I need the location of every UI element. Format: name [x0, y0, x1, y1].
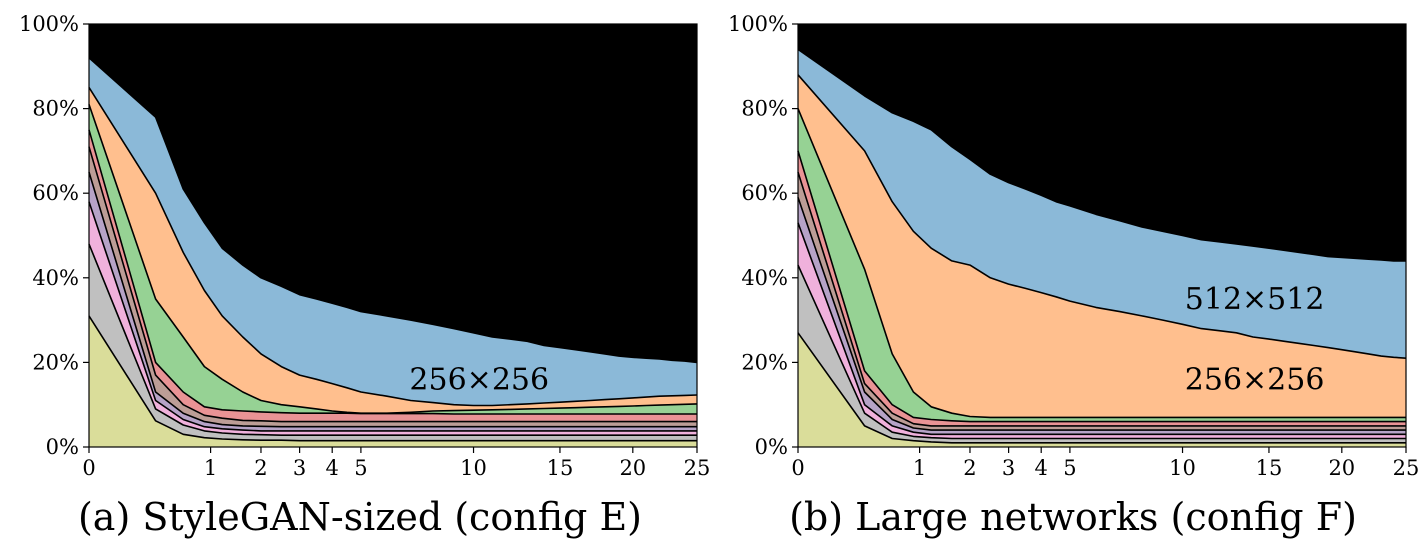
- x-tick-label: 20: [619, 456, 646, 480]
- x-tick-label: 5: [1063, 456, 1076, 480]
- y-tick-label: 80%: [32, 97, 79, 121]
- x-tick-label: 25: [1393, 456, 1420, 480]
- y-tick-label: 40%: [741, 266, 788, 290]
- x-tick-label: 4: [326, 456, 339, 480]
- band-label: 256×256: [409, 362, 549, 397]
- y-tick-label: 100%: [19, 12, 79, 36]
- x-tick-label: 5: [354, 456, 367, 480]
- x-tick-label: 15: [547, 456, 574, 480]
- y-tick-label: 80%: [741, 97, 788, 121]
- area-band-10: [89, 24, 697, 118]
- boundary-line-4: [797, 171, 1406, 427]
- area-band-8: [89, 57, 697, 406]
- boundary-line-6: [88, 104, 698, 415]
- boundary-line-1: [797, 264, 1406, 440]
- area-band-7: [798, 74, 1406, 418]
- band-label: 512×512: [1185, 282, 1325, 317]
- boundary-line-5: [797, 150, 1406, 423]
- y-tick-label: 100%: [728, 12, 788, 36]
- x-tick-label: 3: [293, 456, 306, 480]
- x-tick-label: 15: [1256, 456, 1283, 480]
- x-tick-label: 3: [1002, 456, 1015, 480]
- x-tick-label: 10: [460, 456, 487, 480]
- y-tick-label: 20%: [741, 350, 788, 374]
- x-tick-label: 0: [791, 456, 804, 480]
- boundary-line-0: [797, 332, 1406, 444]
- panel-stylegan-sized: 0% 20% 40% 60% 80% 100% 0 1 2 3 4 5 10 15 20 25 256×256 5…: [19, 12, 710, 539]
- band-label: 256×256: [1185, 362, 1325, 397]
- x-tick-label: 2: [254, 456, 267, 480]
- boundary-line-3: [88, 171, 697, 428]
- plot-frame: [88, 23, 698, 448]
- band-label: 1024×1024: [390, 49, 568, 84]
- x-tick-label: 1: [204, 456, 217, 480]
- band-label: 512×512: [409, 219, 549, 254]
- area-band-0: [89, 315, 697, 447]
- x-tick-label: 2: [963, 456, 976, 480]
- x-tick-label: 25: [684, 456, 711, 480]
- area-band-8: [798, 49, 1406, 359]
- area-band-9: [89, 36, 697, 363]
- boundary-line-8: [88, 57, 698, 364]
- boundary-line-9: [88, 35, 697, 118]
- y-tick-label: 40%: [32, 266, 79, 290]
- y-tick-label: 0%: [46, 435, 79, 459]
- boundary-line-2: [797, 222, 1406, 436]
- boundary-line-4: [88, 146, 697, 423]
- boundary-line-3: [797, 197, 1406, 431]
- boundary-line-7: [797, 74, 1407, 359]
- area-band-9: [798, 24, 1406, 261]
- panel-large-networks: 0% 20% 40% 60% 80% 100% 0 1 2 3 4 5 10 15 20 25 256×256 5…: [728, 12, 1419, 539]
- boundary-line-7: [88, 86, 698, 407]
- boundary-line-2: [88, 201, 697, 432]
- plot-frame: [797, 23, 1407, 448]
- x-tick-label: 20: [1328, 456, 1355, 480]
- x-tick-label: 10: [1169, 456, 1196, 480]
- panel-caption: (a) StyleGAN-sized (config E): [78, 495, 642, 539]
- boundary-line-5: [88, 129, 697, 415]
- area-band-0: [798, 332, 1406, 447]
- boundary-line-0: [88, 315, 697, 442]
- x-tick-label: 4: [1035, 456, 1048, 480]
- y-tick-label: 60%: [741, 181, 788, 205]
- panel-caption: (b) Large networks (config F): [789, 495, 1357, 539]
- y-tick-label: 0%: [755, 435, 788, 459]
- x-tick-label: 0: [82, 456, 95, 480]
- x-tick-label: 1: [913, 456, 926, 480]
- band-label: 1024×1024: [1166, 121, 1344, 156]
- y-tick-label: 60%: [32, 181, 79, 205]
- y-tick-label: 20%: [32, 350, 79, 374]
- boundary-line-6: [797, 108, 1406, 419]
- boundary-line-1: [88, 243, 697, 437]
- boundary-line-8: [797, 48, 1406, 262]
